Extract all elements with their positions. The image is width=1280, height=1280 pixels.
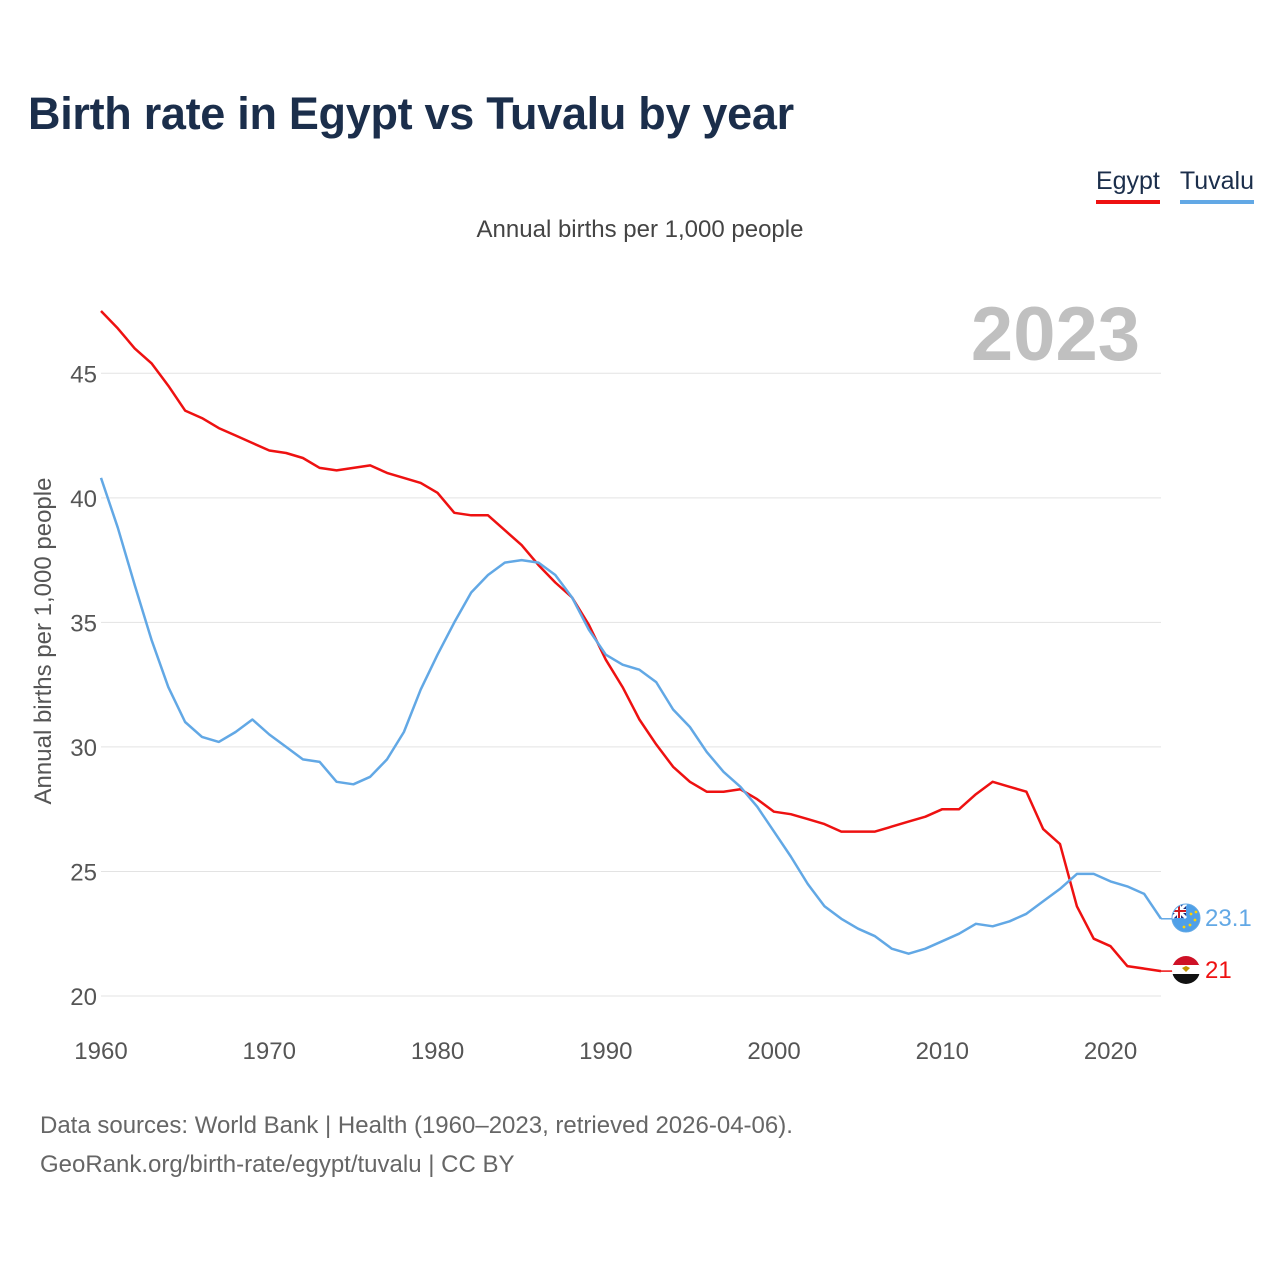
y-tick-label: 40 [70, 486, 97, 513]
y-tick-label: 25 [70, 859, 97, 886]
x-tick-label: 1980 [411, 1038, 464, 1065]
y-tick-label: 45 [70, 361, 97, 388]
legend-item-egypt[interactable]: Egypt [1095, 166, 1160, 204]
end-label-egypt: 21 [1205, 957, 1232, 984]
grid [101, 372, 1161, 997]
end-label-tuvalu: 23.1 [1205, 905, 1252, 932]
y-axis-label: Annual births per 1,000 people [30, 478, 57, 805]
attribution: GeoRank.org/birth-rate/egypt/tuvalu | CC… [40, 1145, 793, 1184]
license-text: | CC BY [421, 1151, 515, 1178]
footer: Data sources: World Bank | Health (1960–… [40, 1106, 793, 1184]
series-group: 21 23.1 [99, 310, 1252, 984]
series-line-egypt[interactable] [100, 310, 1162, 973]
chart-subtitle: Annual births per 1,000 people [476, 216, 804, 243]
data-sources: Data sources: World Bank | Health (1960–… [40, 1112, 793, 1139]
x-tick-label: 1960 [74, 1038, 127, 1065]
y-tick-label: 35 [70, 610, 97, 637]
y-tick-label: 30 [70, 735, 97, 762]
x-tick-label: 1970 [243, 1038, 296, 1065]
x-tick-label: 2020 [1084, 1038, 1137, 1065]
year-watermark: 2023 [971, 292, 1140, 377]
tuvalu-flag-icon [1171, 903, 1201, 933]
x-tick-label: 1990 [579, 1038, 632, 1065]
chart-title: Birth rate in Egypt vs Tuvalu by year [28, 88, 794, 139]
x-axis: 1960 1970 1980 1990 2000 2010 2020 [74, 1038, 1137, 1065]
x-tick-label: 2000 [747, 1038, 800, 1065]
y-axis: 20 25 30 35 40 45 [70, 361, 97, 1011]
source-link[interactable]: GeoRank.org/birth-rate/egypt/tuvalu [40, 1151, 422, 1178]
x-tick-label: 2010 [916, 1038, 969, 1065]
legend: Egypt Tuvalu [1095, 166, 1254, 204]
legend-item-tuvalu[interactable]: Tuvalu [1179, 166, 1254, 204]
egypt-flag-icon [1172, 956, 1200, 984]
y-tick-label: 20 [70, 984, 97, 1011]
series-line-tuvalu[interactable] [99, 477, 1163, 955]
